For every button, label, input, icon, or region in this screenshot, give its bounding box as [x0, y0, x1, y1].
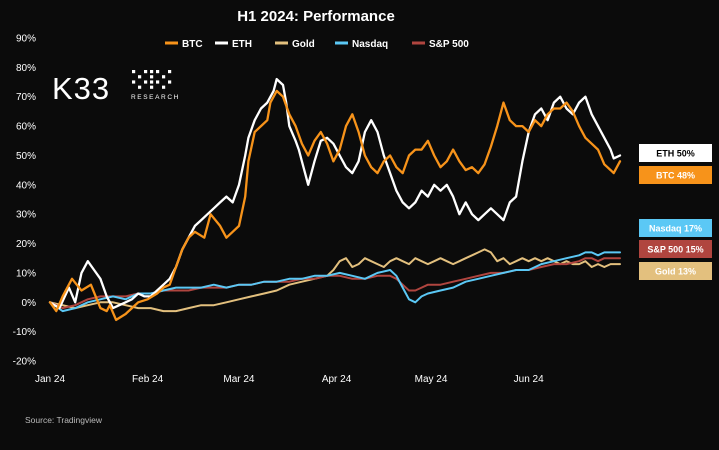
y-axis: 90% 80% 70% 60% 50% 40% 30% 20% 10% 0% -10% -20%: [13, 34, 36, 368]
logo-dot: [162, 85, 166, 89]
series-line-nasdaq: [49, 251, 621, 313]
k33-logo: K33 RESEARCH: [52, 70, 180, 106]
logo-dot: [144, 80, 148, 84]
logo-dot: [150, 75, 154, 79]
logo-dot: [138, 75, 142, 79]
logo-dot: [132, 70, 136, 74]
legend-label: BTC: [182, 39, 203, 50]
y-tick-label: 60%: [16, 122, 36, 133]
y-tick-label: 80%: [16, 63, 36, 74]
end-label-box: [639, 144, 712, 162]
legend: BTC ETH Gold Nasdaq S&P 500: [165, 39, 469, 50]
legend-label: S&P 500: [429, 39, 469, 50]
y-tick-label: 70%: [16, 92, 36, 103]
legend-label: ETH: [232, 39, 252, 50]
source-note: Source: Tradingview: [25, 415, 103, 425]
end-label: BTC 48%: [656, 171, 695, 181]
y-tick-label: 20%: [16, 239, 36, 250]
series-lines: [48, 77, 622, 322]
legend-label: Nasdaq: [352, 39, 388, 50]
logo-dot: [156, 80, 160, 84]
end-label: ETH 50%: [656, 149, 695, 159]
legend-label: Gold: [292, 39, 315, 50]
logo-dot-grid-icon: [132, 70, 172, 89]
logo-dot: [162, 75, 166, 79]
logo-dot: [138, 85, 142, 89]
x-tick-label: Jun 24: [514, 374, 544, 385]
series-line-btc: [48, 89, 622, 322]
logo-dot: [150, 80, 154, 84]
end-labels: ETH 50% BTC 48% Nasdaq 17% S&P 500 15% Gold …: [639, 144, 712, 280]
y-tick-label: 40%: [16, 180, 36, 191]
end-label: Nasdaq 17%: [649, 224, 702, 234]
logo-wordmark: K33: [52, 71, 110, 106]
logo-dot: [132, 80, 136, 84]
end-label: S&P 500 15%: [647, 245, 703, 255]
end-label: Gold 13%: [655, 267, 696, 277]
x-tick-label: Mar 24: [223, 374, 255, 385]
logo-dot: [168, 80, 172, 84]
logo-dot: [150, 70, 154, 74]
logo-dot: [156, 70, 160, 74]
logo-dot: [168, 70, 172, 74]
logo-dot: [150, 85, 154, 89]
end-label-box: [639, 219, 712, 237]
series-line-s-p-500: [49, 257, 621, 310]
x-axis: Jan 24 Feb 24 Mar 24 Apr 24 May 24 Jun 24: [35, 374, 544, 385]
y-tick-label: 0%: [22, 298, 37, 309]
logo-dot: [144, 70, 148, 74]
end-label-box: [639, 166, 712, 184]
x-tick-label: Feb 24: [132, 374, 164, 385]
end-label-box: [639, 240, 712, 258]
series-line-eth: [48, 77, 622, 310]
series-line-gold: [49, 248, 621, 313]
x-tick-label: Jan 24: [35, 374, 65, 385]
y-tick-label: -10%: [13, 327, 36, 338]
y-tick-label: 50%: [16, 151, 36, 162]
y-tick-label: -20%: [13, 357, 36, 368]
x-tick-label: Apr 24: [322, 374, 352, 385]
logo-tagline: RESEARCH: [131, 94, 180, 101]
end-label-box: [639, 262, 712, 280]
chart-title: H1 2024: Performance: [237, 8, 395, 25]
y-tick-label: 10%: [16, 268, 36, 279]
y-tick-label: 30%: [16, 210, 36, 221]
y-tick-label: 90%: [16, 34, 36, 45]
x-tick-label: May 24: [415, 374, 448, 385]
